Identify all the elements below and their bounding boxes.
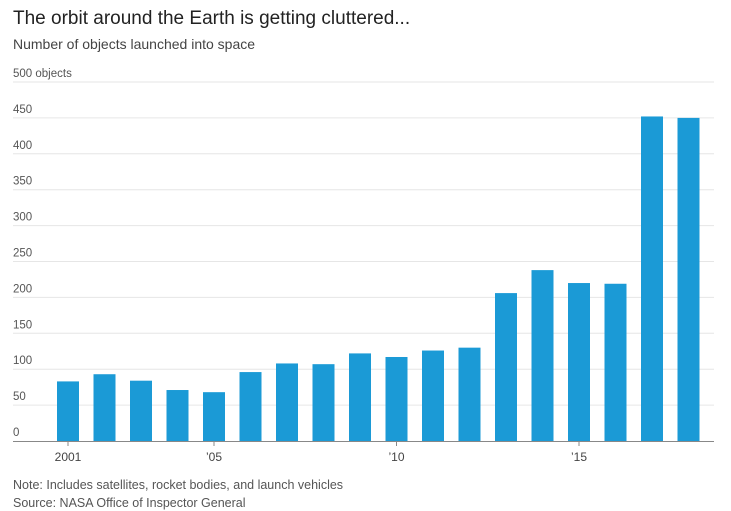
bar-2014 — [531, 270, 554, 441]
bar-2015 — [568, 283, 590, 441]
x-axis — [13, 441, 714, 446]
x-tick-label: ’15 — [571, 450, 587, 464]
chart-source: Source: NASA Office of Inspector General — [13, 496, 246, 510]
bar-2017 — [641, 116, 663, 442]
y-tick-label: 350 — [13, 176, 32, 188]
gridlines — [13, 81, 714, 406]
bar-2018 — [677, 117, 700, 442]
x-axis-ticks: 2001 ’05 ’10 ’15 — [55, 450, 588, 464]
bar-chart: 0 50 100 150 200 250 300 350 400 450 500 objects 2… — [13, 68, 714, 464]
y-tick-label: 100 — [13, 355, 32, 367]
y-tick-label: 400 — [13, 140, 32, 152]
bar-2008 — [312, 364, 335, 441]
bar-2013 — [495, 293, 517, 441]
y-tick-label: 0 — [13, 427, 19, 439]
bar-2016 — [604, 283, 627, 441]
bar-2010 — [385, 356, 408, 441]
bar-2001 — [57, 381, 79, 441]
chart-title: The orbit around the Earth is getting cl… — [13, 8, 411, 29]
y-tick-label: 500 objects — [13, 68, 72, 80]
chart-subtitle: Number of objects launched into space — [13, 36, 256, 52]
bar-2002 — [93, 374, 116, 441]
chart-note: Note: Includes satellites, rocket bodies… — [13, 478, 344, 492]
bar-2003 — [130, 380, 152, 441]
y-axis-ticks: 0 50 100 150 200 250 300 350 400 450 500 objects — [13, 68, 72, 439]
y-tick-label: 300 — [13, 212, 32, 224]
y-tick-label: 250 — [13, 248, 32, 260]
x-tick-label: ’05 — [206, 450, 222, 464]
bar-2004 — [166, 390, 189, 441]
bar-2009 — [349, 353, 371, 441]
bar-2005 — [203, 392, 225, 441]
x-tick-label: ’10 — [388, 450, 404, 464]
x-tick-label: 2001 — [55, 450, 82, 464]
bar-2012 — [458, 347, 481, 441]
bar-2006 — [239, 372, 262, 441]
bar-2011 — [422, 350, 444, 441]
y-tick-label: 200 — [13, 283, 32, 295]
y-tick-label: 150 — [13, 319, 32, 331]
y-tick-label: 50 — [13, 391, 26, 403]
y-tick-label: 450 — [13, 104, 32, 116]
bars — [57, 116, 700, 442]
bar-2007 — [276, 363, 298, 441]
